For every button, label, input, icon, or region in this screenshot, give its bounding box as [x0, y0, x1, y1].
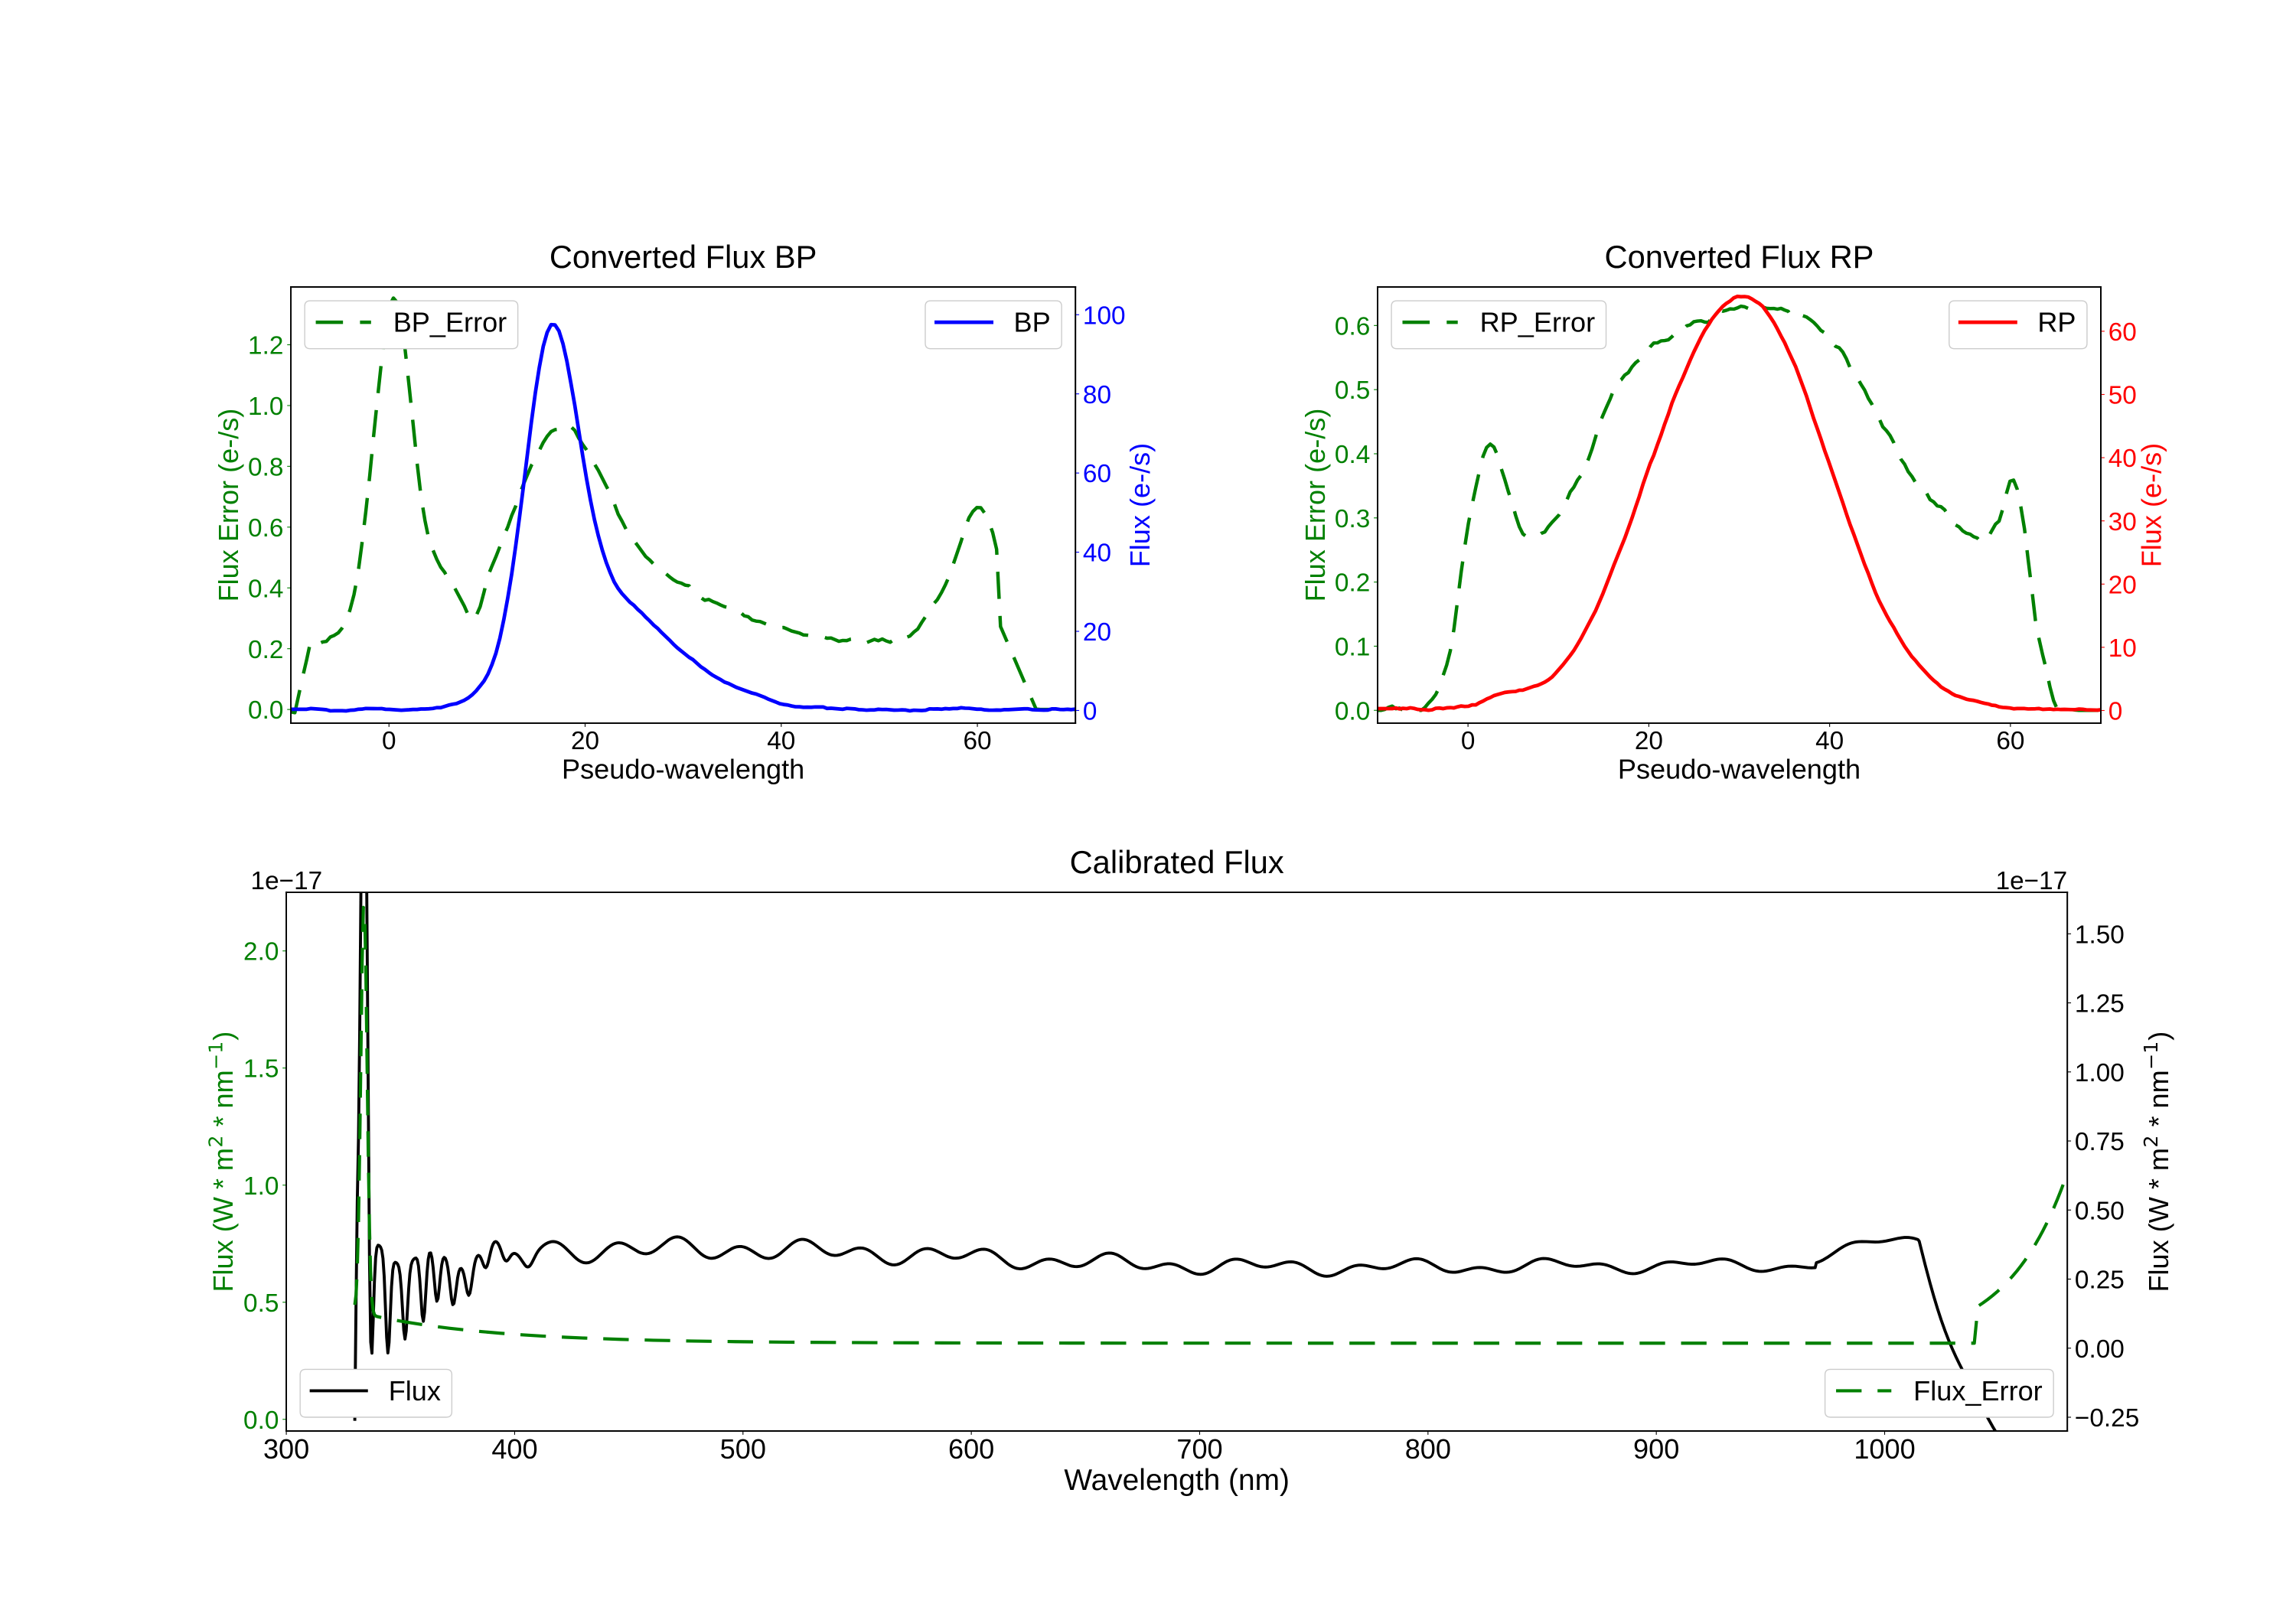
svg-text:300: 300: [263, 1433, 309, 1465]
svg-text:Flux (e-/s): Flux (e-/s): [2136, 443, 2167, 568]
svg-text:Converted Flux BP: Converted Flux BP: [550, 239, 817, 275]
svg-text:0.5: 0.5: [243, 1289, 279, 1318]
svg-text:1.50: 1.50: [2075, 921, 2125, 949]
svg-text:60: 60: [2108, 318, 2137, 347]
svg-text:700: 700: [1176, 1433, 1222, 1465]
svg-text:0.0: 0.0: [248, 696, 283, 725]
svg-text:RP: RP: [2037, 307, 2076, 338]
svg-text:BP_Error: BP_Error: [393, 307, 507, 338]
svg-text:Pseudo-wavelength: Pseudo-wavelength: [562, 754, 804, 785]
svg-text:50: 50: [2108, 382, 2137, 410]
svg-text:1.25: 1.25: [2075, 990, 2125, 1019]
svg-text:400: 400: [491, 1433, 537, 1465]
svg-text:0.3: 0.3: [1335, 505, 1370, 533]
svg-text:800: 800: [1405, 1433, 1451, 1465]
svg-text:RP_Error: RP_Error: [1480, 307, 1595, 338]
svg-text:60: 60: [1996, 727, 2024, 755]
svg-text:1.0: 1.0: [248, 393, 283, 421]
svg-text:0.6: 0.6: [248, 514, 283, 543]
svg-text:0.0: 0.0: [243, 1407, 279, 1435]
svg-text:0.50: 0.50: [2075, 1197, 2125, 1225]
svg-text:600: 600: [948, 1433, 994, 1465]
svg-text:Converted Flux RP: Converted Flux RP: [1605, 239, 1874, 275]
svg-text:Wavelength (nm): Wavelength (nm): [1064, 1464, 1290, 1497]
svg-text:0.8: 0.8: [248, 453, 283, 481]
svg-text:0.2: 0.2: [248, 636, 283, 664]
svg-text:F l u x: F l u x ( W * m * n m ) 2 − 1: [2140, 1027, 2174, 1292]
svg-text:Flux_Error: Flux_Error: [1913, 1375, 2043, 1407]
svg-text:20: 20: [571, 727, 599, 755]
svg-text:0.5: 0.5: [1335, 376, 1370, 405]
svg-text:60: 60: [964, 727, 992, 755]
svg-text:0: 0: [2108, 698, 2123, 726]
svg-text:1.2: 1.2: [248, 332, 283, 360]
svg-text:0.6: 0.6: [1335, 312, 1370, 341]
svg-text:Flux: Flux: [389, 1375, 441, 1407]
svg-text:100: 100: [1083, 302, 1126, 330]
svg-text:1.0: 1.0: [243, 1172, 279, 1201]
svg-text:0.00: 0.00: [2075, 1335, 2125, 1364]
svg-text:40: 40: [1083, 539, 1111, 568]
svg-text:2.0: 2.0: [243, 938, 279, 966]
svg-text:40: 40: [767, 727, 795, 755]
svg-text:80: 80: [1083, 381, 1111, 409]
svg-text:BP: BP: [1014, 307, 1051, 338]
svg-text:0.2: 0.2: [1335, 569, 1370, 598]
svg-text:20: 20: [1083, 618, 1111, 647]
svg-text:0.75: 0.75: [2075, 1128, 2125, 1156]
svg-text:Flux (e-/s): Flux (e-/s): [1124, 443, 1156, 568]
svg-text:900: 900: [1633, 1433, 1679, 1465]
svg-text:0.4: 0.4: [1335, 441, 1370, 469]
svg-text:Flux Error (e-/s): Flux Error (e-/s): [1300, 409, 1331, 602]
svg-text:0.1: 0.1: [1335, 634, 1370, 662]
svg-text:0.25: 0.25: [2075, 1266, 2125, 1295]
svg-text:0.0: 0.0: [1335, 697, 1370, 725]
svg-text:60: 60: [1083, 460, 1111, 488]
svg-text:1e−17: 1e−17: [251, 867, 323, 895]
svg-text:Pseudo-wavelength: Pseudo-wavelength: [1618, 754, 1861, 785]
svg-text:1000: 1000: [1854, 1433, 1915, 1465]
svg-text:500: 500: [720, 1433, 766, 1465]
svg-text:30: 30: [2108, 508, 2137, 536]
svg-text:10: 10: [2108, 634, 2137, 663]
svg-text:0: 0: [1083, 698, 1097, 726]
svg-text:0: 0: [1461, 727, 1476, 755]
svg-text:40: 40: [2108, 445, 2137, 473]
svg-text:1.00: 1.00: [2075, 1059, 2125, 1087]
svg-text:1.5: 1.5: [243, 1055, 279, 1084]
svg-text:20: 20: [1635, 727, 1663, 755]
svg-text:0.4: 0.4: [248, 575, 283, 603]
svg-text:Calibrated Flux: Calibrated Flux: [1070, 844, 1284, 880]
svg-text:40: 40: [1815, 727, 1844, 755]
svg-text:0: 0: [382, 727, 396, 755]
svg-text:F l u x: F l u x ( W * m * n m ) 2 − 1: [204, 1027, 239, 1292]
svg-text:20: 20: [2108, 571, 2137, 599]
svg-text:Flux Error (e-/s): Flux Error (e-/s): [213, 409, 244, 602]
svg-text:−0.25: −0.25: [2075, 1404, 2139, 1433]
svg-text:1e−17: 1e−17: [1996, 867, 2068, 895]
